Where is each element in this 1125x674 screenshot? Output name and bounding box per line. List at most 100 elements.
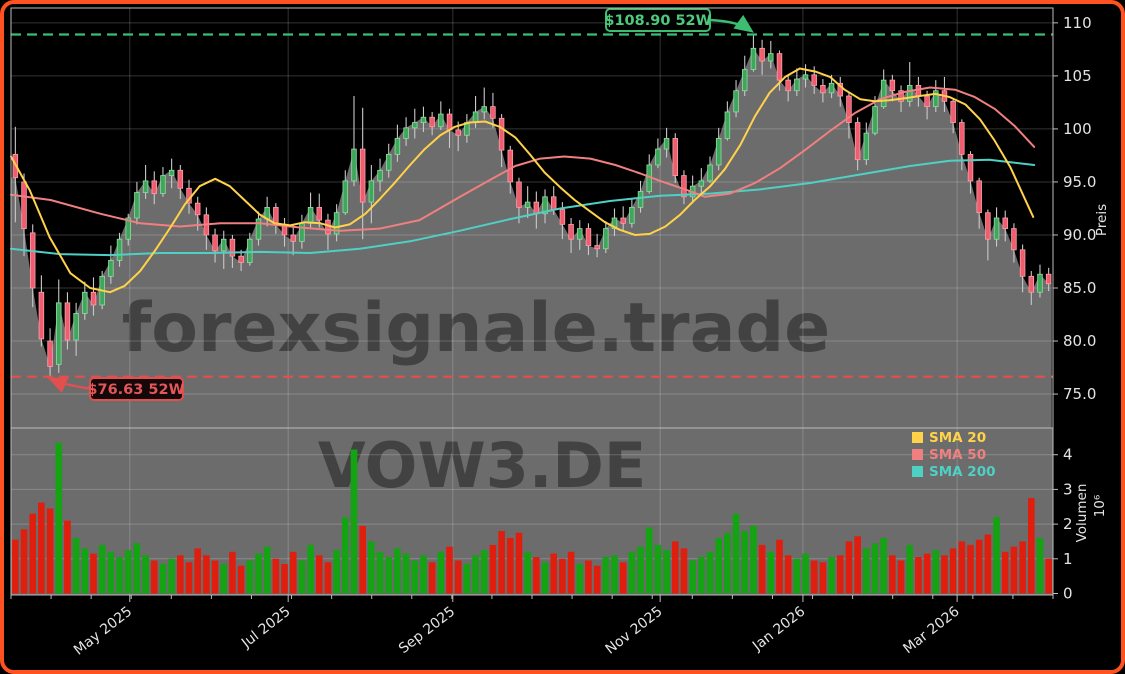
- candle-up: [472, 111, 479, 123]
- volume-axis-title: Volumen: [1074, 484, 1090, 543]
- candle-up: [933, 90, 939, 108]
- high-annotation-label: $108.90 52W: [604, 13, 711, 29]
- volume-bar-down: [194, 548, 201, 594]
- legend-swatch: [912, 449, 923, 460]
- candle-up: [342, 180, 349, 214]
- candle-down: [429, 116, 435, 128]
- volume-bar-up: [116, 557, 123, 594]
- volume-panel-background: [11, 428, 1053, 595]
- close-price-area-fill: [11, 48, 1052, 429]
- candle-down: [316, 206, 323, 221]
- candle-down: [846, 95, 852, 123]
- volume-bar-up: [732, 513, 740, 594]
- candle-down: [533, 201, 540, 215]
- low-52w-annotation: $76.63 52W: [47, 377, 185, 401]
- volume-bar-down: [211, 560, 219, 594]
- candle-down: [889, 79, 896, 92]
- candle-up: [481, 106, 487, 113]
- volume-bar-down: [967, 544, 974, 594]
- volume-bar-up: [993, 517, 1000, 594]
- volume-bar-up: [220, 564, 228, 594]
- volume-bar-down: [428, 562, 436, 594]
- volume-bar-down: [1019, 541, 1026, 594]
- volume-bar-up: [654, 544, 662, 594]
- candle-down: [837, 82, 844, 97]
- candle-down: [559, 209, 566, 225]
- volume-bar-down: [64, 520, 71, 594]
- volume-bar-down: [585, 560, 592, 594]
- candle-up: [603, 228, 609, 250]
- legend-label: SMA 50: [929, 447, 986, 463]
- candle-down: [21, 181, 27, 230]
- candle-down: [177, 169, 184, 189]
- volume-bar-up: [741, 531, 749, 594]
- sma-50-line: [10, 86, 1036, 232]
- volume-bar-down: [819, 562, 827, 594]
- candle-down: [229, 238, 236, 257]
- candle-up: [880, 79, 887, 108]
- high-annotation-box: [605, 8, 711, 32]
- candle-up: [116, 238, 123, 261]
- volume-bar-up: [368, 541, 375, 594]
- volume-bar-down: [20, 529, 28, 594]
- price-tick-label: 95.0: [1063, 173, 1096, 191]
- legend-label: SMA 200: [929, 464, 996, 480]
- candle-down: [585, 228, 592, 246]
- candle-up: [82, 291, 88, 314]
- candle-up: [637, 191, 644, 208]
- volume-bar-up: [706, 551, 714, 594]
- price-tick-label: 100: [1063, 120, 1092, 138]
- volume-bar-down: [550, 553, 558, 594]
- candle-down: [455, 129, 461, 136]
- volume-bar-down: [177, 555, 184, 594]
- volume-bar-up: [107, 551, 115, 594]
- candle-up: [906, 85, 913, 102]
- volume-bar-up: [376, 551, 384, 594]
- volume-bar-up: [724, 532, 731, 594]
- volume-bar-up: [802, 553, 809, 594]
- candle-up: [142, 180, 149, 193]
- candle-down: [976, 180, 982, 214]
- candle-down: [359, 148, 366, 203]
- volume-bar-down: [836, 555, 844, 594]
- candle-up: [707, 164, 713, 182]
- volume-bar-up: [81, 548, 89, 594]
- volume-bar-down: [359, 525, 366, 594]
- candlesticks: [12, 34, 1052, 377]
- volume-bar-up: [1036, 537, 1044, 594]
- candle-up: [438, 113, 444, 128]
- volume-bar-up: [480, 550, 488, 594]
- volume-bar-down: [984, 534, 992, 594]
- volume-bar-up: [342, 517, 349, 594]
- volume-bar-up: [463, 564, 471, 594]
- volume-bar-up: [828, 557, 835, 594]
- volume-bar-down: [758, 544, 766, 594]
- volume-bar-down: [203, 555, 210, 594]
- volume-bar-down: [923, 553, 931, 594]
- candle-up: [351, 148, 357, 182]
- volume-bar-down: [1001, 551, 1009, 594]
- candle-down: [90, 291, 97, 306]
- candle-up: [160, 175, 166, 195]
- candle-down: [681, 175, 687, 198]
- candle-down: [594, 245, 600, 250]
- volume-bar-down: [949, 548, 957, 594]
- candle-up: [715, 138, 722, 166]
- candle-down: [212, 234, 218, 252]
- candle-down: [820, 85, 826, 94]
- volume-bar-up: [663, 550, 670, 594]
- candle-up: [802, 74, 809, 80]
- volume-bar-down: [845, 541, 853, 594]
- volume-bar-down: [150, 560, 158, 594]
- volume-bar-up: [906, 544, 914, 594]
- candle-down: [38, 291, 45, 340]
- candle-up: [768, 53, 774, 62]
- volume-bar-up: [715, 537, 722, 594]
- candle-down: [516, 181, 522, 208]
- candle-up: [255, 218, 262, 240]
- candle-up: [108, 260, 114, 277]
- candle-down: [959, 122, 965, 155]
- candle-up: [828, 82, 835, 94]
- volume-tick-label: 3: [1063, 480, 1073, 498]
- volume-bar-up: [437, 551, 445, 594]
